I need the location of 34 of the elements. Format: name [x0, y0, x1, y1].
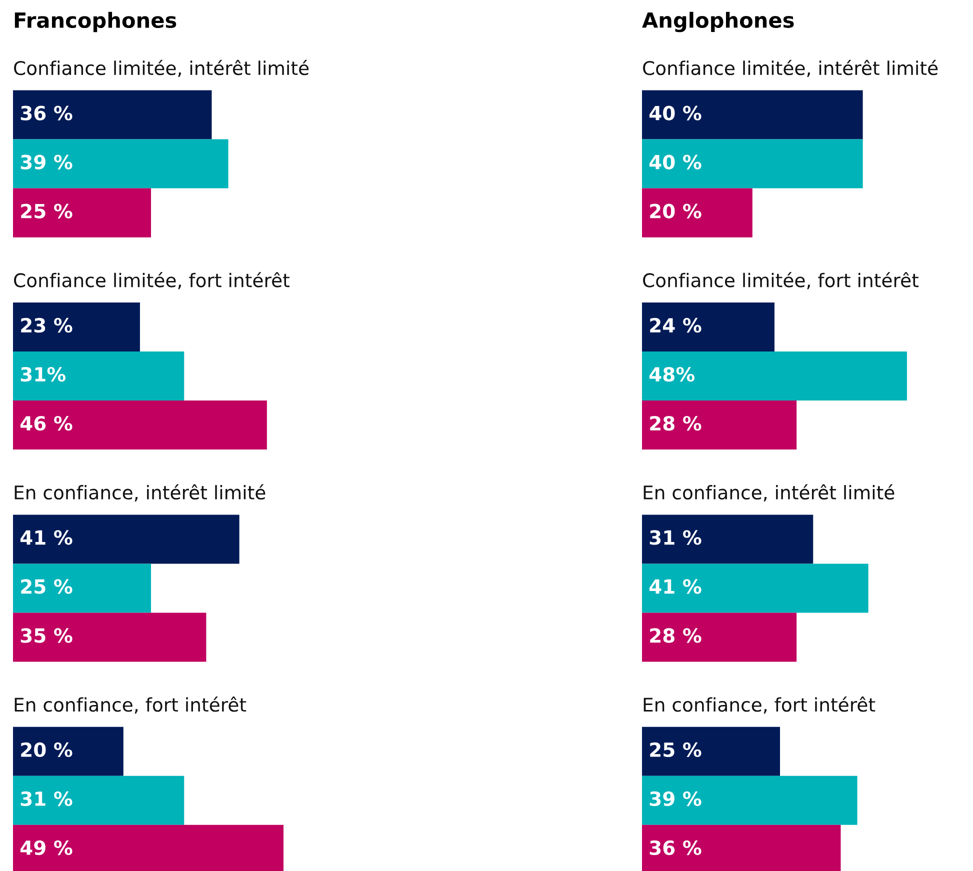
chart-title: Anglophones	[642, 12, 794, 32]
data-label: 20 %	[21, 742, 72, 758]
data-label: 31 %	[650, 530, 702, 545]
chart-title: Francophones	[14, 12, 176, 32]
y-tick-label: Confiance limitée, fort intérêt	[14, 272, 290, 290]
data-label: 35 %	[20, 628, 72, 643]
data-label: 28 %	[650, 416, 702, 431]
data-label: 20 %	[650, 204, 702, 218]
data-label: 36 %	[650, 840, 702, 856]
data-label: 41 %	[20, 530, 72, 545]
data-label: 23 %	[21, 318, 72, 333]
data-label: 48%	[649, 366, 695, 382]
y-tick-label: En confiance, intérêt limité	[644, 484, 894, 502]
data-label: 31%	[20, 366, 66, 382]
data-label: 25 %	[21, 579, 72, 594]
data-label: 46 %	[20, 416, 72, 431]
data-label: 25 %	[650, 742, 702, 758]
data-label: 41 %	[649, 579, 702, 594]
data-label: 28 %	[650, 628, 702, 643]
y-tick-label: Confiance limitée, intérêt limité	[14, 60, 309, 78]
y-tick-label: Confiance limitée, fort intérêt	[643, 272, 918, 290]
data-label: 39 %	[650, 791, 702, 806]
data-label: 25 %	[21, 204, 72, 218]
data-label: 36 %	[20, 106, 72, 120]
data-label: 31 %	[20, 791, 72, 806]
y-tick-label: En confiance, intérêt limité	[14, 484, 266, 502]
data-label: 40 %	[649, 154, 702, 170]
y-tick-label: En confiance, fort intérêt	[14, 696, 246, 714]
y-tick-label: En confiance, fort intérêt	[644, 696, 876, 714]
data-label: 49 %	[20, 840, 72, 856]
data-label: 39 %	[20, 154, 72, 170]
data-label: 24 %	[650, 318, 702, 333]
data-label: 40 %	[649, 106, 702, 120]
y-tick-label: Confiance limitée, intérêt limité	[643, 60, 938, 78]
